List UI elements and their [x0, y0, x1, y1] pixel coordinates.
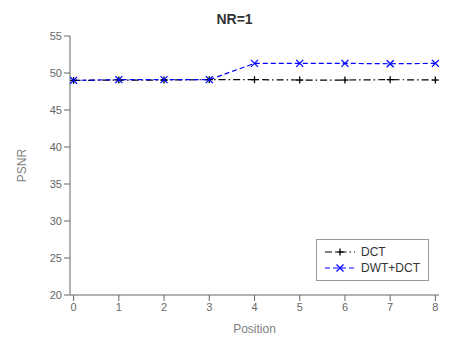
html-text:DCT: DCT — [361, 245, 386, 259]
svg-text:6: 6 — [342, 301, 348, 313]
svg-text:7: 7 — [387, 301, 393, 313]
svg-text:55: 55 — [50, 30, 62, 42]
svg-text:50: 50 — [50, 67, 62, 79]
html-text:NR=1: NR=1 — [216, 11, 253, 27]
svg-text:40: 40 — [50, 141, 62, 153]
html-text:DWT+DCT: DWT+DCT — [361, 261, 420, 275]
svg-text:0: 0 — [71, 301, 77, 313]
svg-text:25: 25 — [50, 252, 62, 264]
svg-text:1: 1 — [116, 301, 122, 313]
svg-text:3: 3 — [206, 301, 212, 313]
svg-text:PSNR: PSNR — [15, 148, 29, 182]
svg-text:8: 8 — [432, 301, 438, 313]
svg-text:Position: Position — [233, 322, 276, 336]
svg-text:30: 30 — [50, 215, 62, 227]
svg-text:20: 20 — [50, 289, 62, 301]
svg-text:5: 5 — [297, 301, 303, 313]
svg-text:4: 4 — [251, 301, 257, 313]
svg-text:45: 45 — [50, 104, 62, 116]
svg-text:35: 35 — [50, 178, 62, 190]
svg-text:2: 2 — [161, 301, 167, 313]
